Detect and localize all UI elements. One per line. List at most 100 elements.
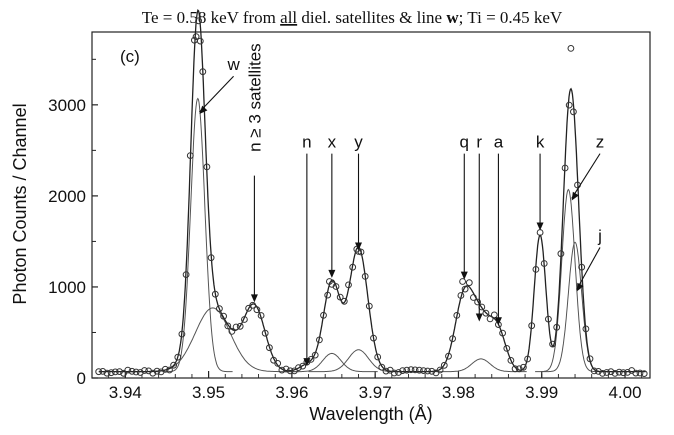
data-point bbox=[578, 263, 586, 271]
data-point bbox=[474, 298, 482, 306]
data-point bbox=[445, 352, 452, 360]
plot-frame bbox=[91, 31, 651, 379]
arrow-head bbox=[571, 191, 579, 201]
component-curve-z bbox=[535, 188, 602, 373]
component-curve-w bbox=[162, 97, 233, 373]
data-point bbox=[249, 301, 257, 309]
data-point bbox=[595, 368, 602, 375]
data-point bbox=[407, 366, 415, 374]
data-point bbox=[511, 365, 519, 373]
data-point bbox=[111, 368, 119, 376]
data-point bbox=[161, 365, 169, 373]
data-point bbox=[436, 366, 444, 374]
data-point bbox=[603, 369, 611, 376]
data-point bbox=[557, 250, 565, 258]
arrow-head bbox=[475, 313, 483, 322]
arrow-head bbox=[536, 222, 544, 231]
data-point bbox=[453, 312, 461, 319]
peak-label-q: q bbox=[460, 133, 469, 152]
arrow-head bbox=[303, 358, 311, 367]
peak-label-x: x bbox=[328, 133, 337, 152]
data-point bbox=[382, 367, 390, 375]
data-point bbox=[282, 365, 290, 373]
data-point bbox=[503, 345, 511, 352]
data-point bbox=[316, 336, 323, 344]
y-tick-label: 1000 bbox=[48, 278, 86, 297]
data-point bbox=[95, 368, 103, 376]
data-point bbox=[449, 335, 457, 343]
x-tick-label: 3.97 bbox=[359, 383, 392, 402]
data-point bbox=[203, 163, 211, 171]
label-arrow-line bbox=[199, 75, 234, 113]
peak-label-z: z bbox=[596, 133, 605, 152]
data-point bbox=[170, 361, 178, 369]
title-part-1: Te = 0.58 keV from bbox=[142, 8, 280, 27]
data-point bbox=[424, 367, 432, 375]
data-point bbox=[207, 254, 215, 262]
data-point bbox=[241, 316, 248, 323]
data-point bbox=[470, 294, 477, 301]
data-point bbox=[499, 329, 507, 337]
data-point bbox=[196, 37, 204, 45]
data-point bbox=[232, 323, 240, 331]
data-point bbox=[295, 364, 302, 372]
component-curve-r bbox=[435, 358, 527, 373]
data-point bbox=[236, 322, 244, 330]
data-point bbox=[124, 366, 132, 374]
component-curve-x bbox=[286, 352, 378, 373]
data-point bbox=[465, 279, 473, 287]
data-point bbox=[528, 322, 536, 330]
data-point bbox=[374, 353, 382, 361]
data-point bbox=[99, 368, 107, 375]
data-points bbox=[95, 17, 648, 378]
data-point bbox=[103, 369, 111, 377]
data-point bbox=[415, 366, 423, 374]
data-point bbox=[532, 266, 540, 273]
data-point bbox=[586, 355, 594, 363]
peak-label-n: n bbox=[302, 133, 311, 152]
data-point bbox=[120, 369, 127, 377]
x-tick-label: 3.98 bbox=[442, 383, 475, 402]
data-point bbox=[545, 315, 552, 323]
data-point bbox=[607, 368, 615, 376]
data-point bbox=[324, 291, 332, 299]
x-axis-label: Wavelength (Å) bbox=[309, 404, 432, 424]
data-point bbox=[440, 361, 448, 369]
x-tick-label: 3.94 bbox=[109, 383, 142, 402]
data-point bbox=[186, 152, 194, 160]
data-point bbox=[540, 260, 548, 267]
data-point bbox=[224, 322, 232, 330]
data-point bbox=[182, 271, 190, 279]
data-point bbox=[299, 362, 307, 370]
data-point bbox=[582, 325, 590, 333]
data-point bbox=[166, 366, 173, 374]
data-point bbox=[565, 101, 573, 109]
data-point bbox=[599, 370, 606, 377]
data-point bbox=[507, 357, 515, 364]
data-point bbox=[141, 367, 148, 374]
data-point bbox=[336, 293, 344, 301]
data-point bbox=[291, 367, 298, 375]
data-point bbox=[549, 340, 556, 348]
data-point bbox=[153, 367, 161, 375]
data-point bbox=[520, 363, 527, 371]
arrow-head bbox=[494, 317, 502, 326]
data-point bbox=[178, 330, 186, 338]
data-point bbox=[370, 334, 377, 342]
label-arrow-line bbox=[571, 153, 601, 199]
data-point bbox=[395, 369, 402, 376]
y-tick-label: 3000 bbox=[48, 96, 86, 115]
data-point bbox=[278, 366, 286, 374]
data-point bbox=[116, 368, 123, 376]
x-tick-label: 3.96 bbox=[275, 383, 308, 402]
arrow-head bbox=[328, 269, 336, 278]
data-point bbox=[632, 369, 640, 377]
data-point bbox=[390, 369, 398, 377]
data-point bbox=[220, 312, 228, 320]
data-point bbox=[349, 263, 357, 271]
data-point bbox=[266, 344, 273, 352]
data-point bbox=[311, 351, 319, 359]
title-part-3: diel. satellites & line bbox=[297, 8, 446, 27]
data-point bbox=[619, 369, 627, 377]
